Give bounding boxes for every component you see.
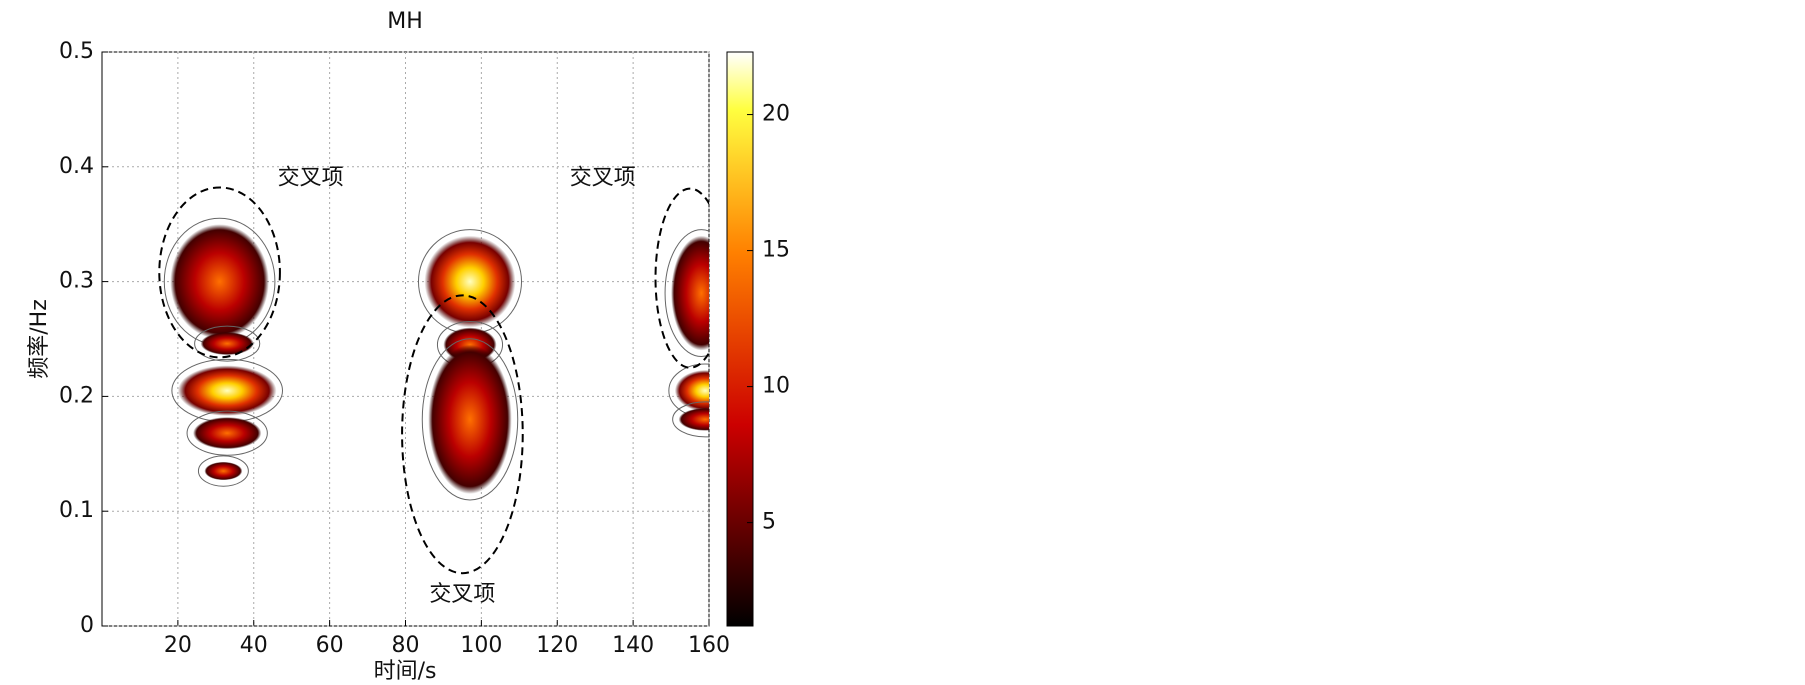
energy-blob (671, 235, 709, 351)
energy-blob (674, 370, 709, 412)
chart-title: MH (387, 9, 423, 34)
x-axis-label: 时间/s (374, 659, 437, 684)
contour (197, 455, 249, 487)
contour (194, 325, 261, 362)
colorbar-tick-label: 20 (762, 102, 790, 127)
colorbar-tick-label: 10 (762, 374, 790, 399)
y-tick-label: 0.5 (59, 39, 94, 64)
annotation: 交叉项 (278, 165, 344, 190)
energy-blob (200, 332, 254, 356)
x-tick-label: 140 (612, 633, 654, 658)
contour (421, 338, 519, 501)
x-tick-label: 20 (164, 633, 192, 658)
x-tick-label: 120 (536, 633, 578, 658)
x-tick-label: 40 (240, 633, 268, 658)
cross-term-outline (158, 186, 281, 359)
energy-blob (204, 461, 243, 481)
x-tick-label: 100 (460, 633, 502, 658)
annotation: 交叉项 (429, 582, 495, 607)
colorbar (726, 51, 754, 627)
y-axis-label: 频率/Hz (27, 299, 52, 379)
y-tick-label: 0.4 (59, 154, 94, 179)
cross-term-outline (654, 187, 709, 369)
x-tick-label: 60 (316, 633, 344, 658)
energy-blob (428, 344, 512, 494)
cross-term-outline (401, 294, 524, 575)
colorbar-tick-label: 15 (762, 238, 790, 263)
x-tick-label: 160 (688, 633, 730, 658)
annotation: 交叉项 (570, 165, 636, 190)
energy-blob (424, 235, 516, 328)
contour (664, 229, 709, 357)
colorbar-tick-label: 5 (762, 510, 776, 535)
x-tick-label: 80 (392, 633, 420, 658)
energy-blob (177, 365, 277, 416)
energy-blob (193, 417, 262, 450)
contour (186, 410, 268, 456)
energy-blob (678, 407, 709, 431)
y-tick-label: 0.1 (59, 498, 94, 523)
spectrogram-image (158, 186, 709, 575)
y-tick-label: 0 (80, 613, 94, 638)
y-tick-label: 0.2 (59, 383, 94, 408)
y-tick-label: 0.3 (59, 269, 94, 294)
energy-blob (170, 224, 269, 339)
contour (672, 401, 709, 438)
